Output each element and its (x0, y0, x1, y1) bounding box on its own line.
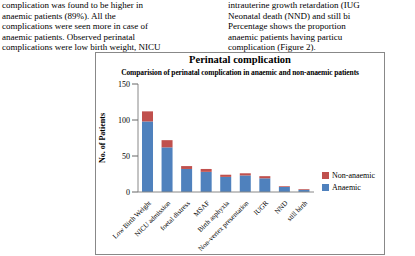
svg-text:150: 150 (118, 80, 130, 89)
html-text:complication was found to be h: complication was found to be higher in (2, 0, 143, 10)
svg-text:Non-vertex presentation: Non-vertex presentation (197, 199, 251, 253)
html-text:intrauterine growth retardatio: intrauterine growth retardation (IUG (228, 0, 360, 10)
svg-text:NND: NND (273, 199, 289, 215)
html-text:complications were seen more i: complications were seen more in case of (2, 21, 148, 31)
html-text:Neonatal death (NND) and still: Neonatal death (NND) and still bi (228, 10, 351, 21)
svg-text:NICU admission: NICU admission (133, 199, 173, 239)
html-text:anaemic patients (89%). All th: anaemic patients (89%). All the (2, 10, 116, 21)
html-text:Comparision of perinatal compl: Comparision of perinatal complication in… (121, 68, 359, 77)
html-text:complications were low birth w: complications were low birth weight, NIC… (2, 42, 161, 52)
html-text:anaemic patients. Observed per: anaemic patients. Observed perinatal (2, 31, 135, 42)
svg-text:0: 0 (126, 188, 130, 197)
svg-text:Low Birth Weight: Low Birth Weight (111, 199, 153, 241)
html-text:anaemic patients having partic: anaemic patients having particu (228, 31, 343, 42)
svg-text:still birth: still birth (285, 199, 309, 223)
svg-text:foetal distress: foetal distress (159, 199, 192, 232)
html-text:Non-anaemic: Non-anaemic (332, 171, 376, 180)
svg-text:No. of Patients: No. of Patients (98, 113, 107, 163)
svg-text:100: 100 (118, 116, 130, 125)
html-text:Anaemic: Anaemic (332, 183, 361, 192)
svg-text:Birth asphyxia: Birth asphyxia (196, 199, 231, 234)
svg-text:50: 50 (122, 152, 130, 161)
html-text:Percentage shows the proportio: Percentage shows the proportion (228, 21, 346, 31)
html-text:complication (Figure 2).: complication (Figure 2). (228, 42, 316, 52)
svg-text:IUGR: IUGR (252, 199, 270, 217)
svg-text:MSAF: MSAF (192, 199, 212, 219)
html-text:Perinatal complication: Perinatal complication (189, 54, 291, 65)
